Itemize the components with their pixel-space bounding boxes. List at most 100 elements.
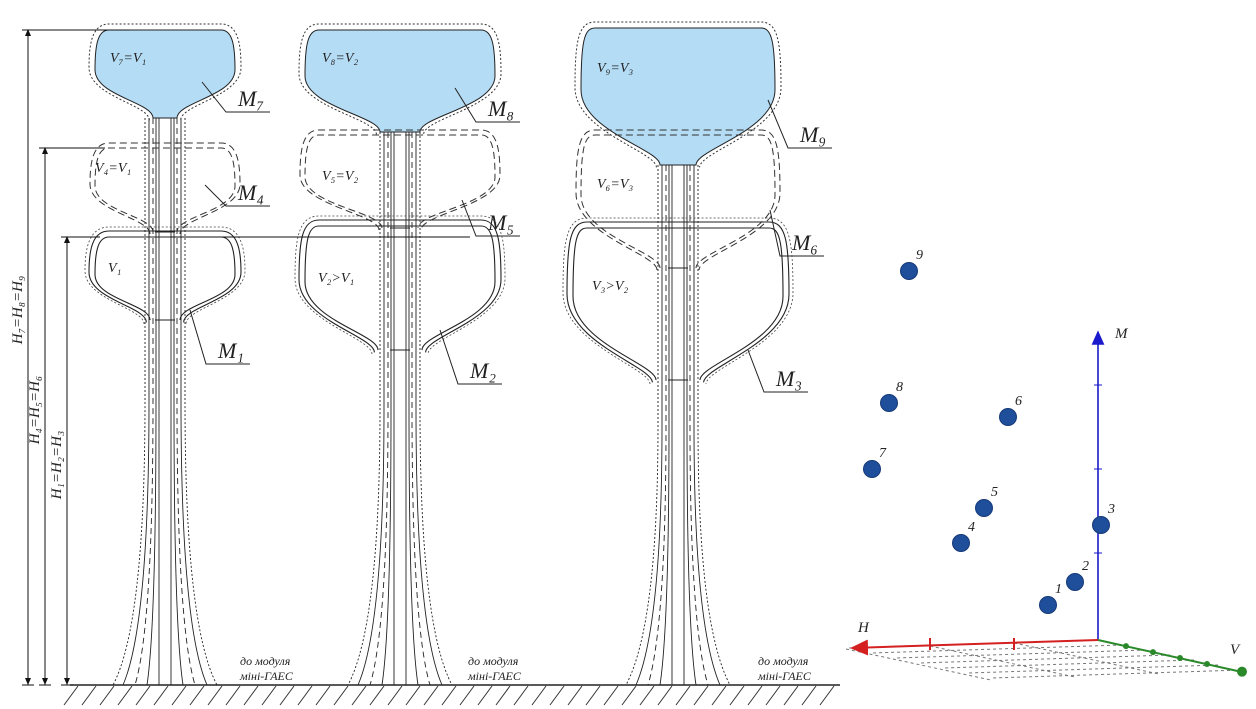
hatch [190,686,204,705]
hatch [766,686,780,705]
hatch [244,686,258,705]
hatch [82,686,96,705]
tower: V₇=V₁M₇V₄=V₁M₄V₁M₁до модуляміні-ГАЕС [85,24,294,685]
bulb-outline [567,222,789,382]
hatch [154,686,168,705]
hatch [406,686,420,705]
bulb-outline [305,226,495,350]
hatch [280,686,294,705]
hatch [262,686,276,705]
plot-point [1000,409,1017,426]
volume-label: V₄=V₁ [95,161,131,176]
model-label: M₂ [469,358,496,383]
model-label: M₃ [775,366,802,391]
hatch [424,686,438,705]
hatch [514,686,528,705]
hatch [100,686,114,705]
volume-label: V₃>V₂ [592,279,628,294]
axis-label: H [857,620,870,636]
hatch [298,686,312,705]
bulb-outline [89,231,241,322]
model-label: M₄ [237,180,264,205]
model-label: M₅ [487,210,514,235]
volume-label: V₆=V₃ [597,177,633,192]
plot-point [1093,517,1110,534]
height-label: H₁=H₂=H₃ [49,431,65,500]
stem-line [660,165,669,685]
hatch [172,686,186,705]
axis-label: M [1114,326,1129,342]
stem-line [409,132,418,685]
plot-point [1067,574,1084,591]
stem-line [648,165,666,685]
hatch [532,686,546,705]
hatch [226,686,240,705]
point-label: 7 [879,446,887,461]
destination-label: міні-ГАЕС [467,669,522,683]
stem-line [370,132,388,685]
stem-line [382,132,391,685]
model-label: M₇ [237,86,264,111]
hatch [802,686,816,705]
stem-line [147,118,156,685]
point-label: 9 [916,248,923,263]
plot-point [901,263,918,280]
hatch [694,686,708,705]
hatch [622,686,636,705]
model-label: M₉ [799,122,826,147]
hatch [640,686,654,705]
hatch [370,686,384,705]
axis-tick [1123,643,1129,649]
hatch [748,686,762,705]
stem-line [185,118,217,685]
hatch [478,686,492,705]
destination-label: до модуля [758,654,809,668]
tower: V₈=V₂ M₈ V₅=V₂ M₅ V₂>V₁ M₂ до модуляміні-ГАЕС [295,24,522,685]
plot-point [1040,597,1057,614]
bulb-outline [299,220,501,352]
volume-label: V₇=V₁ [110,51,146,66]
hatch [388,686,402,705]
plot-point [864,461,881,478]
volume-label: V₉=V₃ [597,61,633,76]
destination-label: до модуля [240,654,291,668]
volume-label: V₈=V₂ [322,51,358,66]
stem-line [135,118,153,685]
water [95,30,235,118]
point-label: 4 [968,520,975,535]
hatch [550,686,564,705]
plot-point [953,535,970,552]
stem-line [687,165,696,685]
point-label: 3 [1107,502,1115,517]
stem-line [113,118,145,685]
point-label: 6 [1015,394,1022,409]
destination-label: до модуля [468,654,519,668]
axis-tick [1237,667,1247,677]
plane-line [846,649,991,680]
bulb-outline [563,218,793,384]
volume-label: V₁ [108,261,121,276]
model-label: M₈ [487,96,514,121]
hatch [208,686,222,705]
axis-tick [1150,649,1156,655]
volume-label: V₅=V₂ [322,169,358,184]
axis-tick [1204,661,1210,667]
hatch [352,686,366,705]
hatch [64,686,78,705]
stem-line [174,118,183,685]
hatch [568,686,582,705]
volume-label: V₂>V₁ [318,271,354,286]
stem-line [690,165,708,685]
model-label: M₁ [217,338,244,363]
bulb-outline [90,143,240,234]
water [305,30,495,132]
stem-line [177,118,195,685]
hatch [784,686,798,705]
hatch [658,686,672,705]
plot-point [881,395,898,412]
point-label: 8 [896,380,903,395]
height-label: H₇=H₈=H₉ [10,276,26,345]
hatch [676,686,690,705]
hatch [496,686,510,705]
